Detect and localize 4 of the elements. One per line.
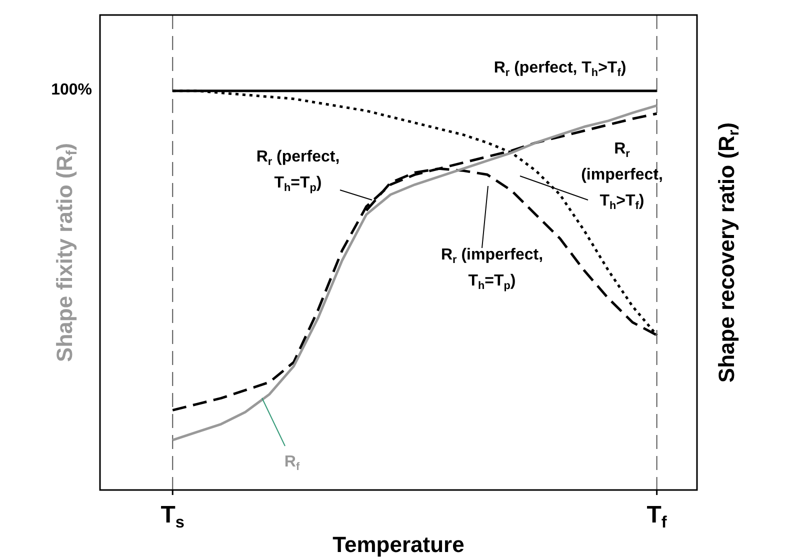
x-axis-title: Temperature	[332, 532, 464, 558]
text: 100%	[51, 81, 92, 98]
y2-axis-title: Shape recovery ratio (Rr)	[714, 122, 743, 383]
y-axis-title: Shape fixity ratio (Rf)	[52, 143, 81, 362]
